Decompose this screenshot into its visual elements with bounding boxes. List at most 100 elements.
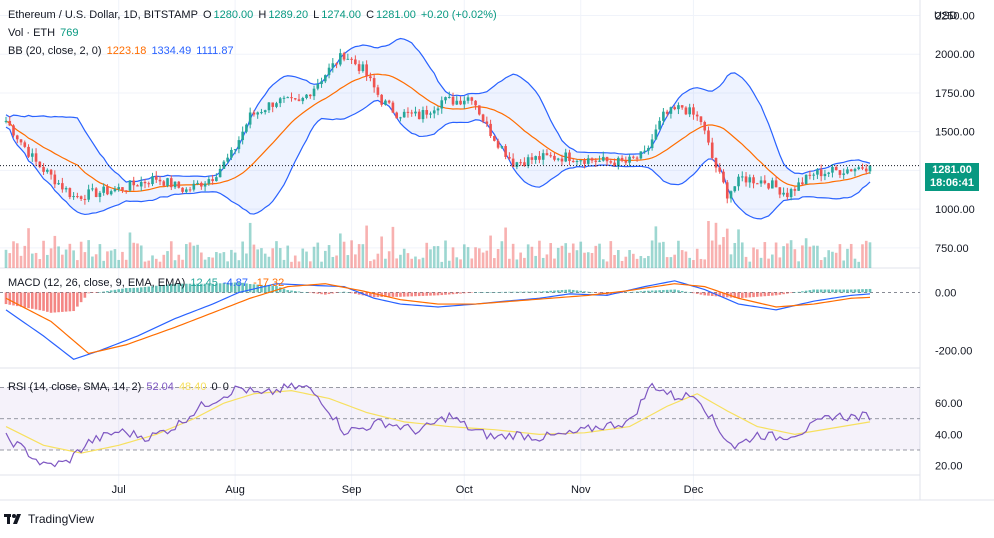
candle-body bbox=[470, 97, 474, 101]
volume-bar bbox=[395, 258, 398, 268]
volume-bar bbox=[823, 257, 827, 268]
macd-histogram-bar bbox=[68, 292, 72, 312]
candle-body bbox=[564, 152, 568, 162]
candle-body bbox=[215, 177, 218, 182]
candle-body bbox=[665, 111, 669, 114]
candle-body bbox=[755, 183, 759, 185]
volume-bar bbox=[677, 240, 680, 268]
candle-body bbox=[767, 183, 770, 189]
macd-histogram-bar bbox=[628, 292, 631, 293]
macd-histogram-bar bbox=[733, 292, 737, 298]
macd-histogram-bar bbox=[15, 292, 19, 307]
macd-histogram-bar bbox=[132, 287, 136, 293]
candle-body bbox=[519, 162, 522, 164]
macd-y-tick-label: 0.00 bbox=[935, 287, 956, 299]
candle-body bbox=[53, 174, 57, 185]
volume-bar bbox=[151, 255, 154, 268]
candle-body bbox=[245, 124, 248, 132]
candle-body bbox=[237, 140, 241, 150]
volume-bar bbox=[384, 258, 387, 268]
macd-histogram-bar bbox=[842, 289, 846, 293]
candle-body bbox=[789, 189, 793, 198]
macd-histogram-bar bbox=[8, 292, 12, 305]
macd-histogram-bar bbox=[598, 292, 601, 294]
candle-body bbox=[568, 152, 571, 161]
candle-body bbox=[733, 186, 737, 192]
candle-body bbox=[76, 196, 79, 198]
candle-body bbox=[541, 153, 545, 160]
volume-bar bbox=[185, 244, 188, 268]
candle-body bbox=[710, 142, 714, 158]
candle-body bbox=[342, 53, 346, 60]
macd-histogram-bar bbox=[737, 292, 740, 299]
macd-indicator bbox=[0, 280, 920, 360]
volume-bar bbox=[466, 247, 470, 268]
macd-histogram-bar bbox=[64, 292, 68, 312]
candle-body bbox=[601, 156, 605, 161]
macd-histogram-bar bbox=[541, 291, 545, 293]
volume-bar bbox=[72, 250, 75, 268]
macd-histogram-bar bbox=[594, 292, 598, 293]
macd-histogram-bar bbox=[590, 292, 594, 293]
candle-body bbox=[128, 180, 132, 191]
candle-body bbox=[286, 97, 290, 99]
macd-histogram-bar bbox=[414, 292, 417, 297]
tradingview-logo[interactable]: TradingView bbox=[4, 512, 94, 526]
macd-histogram-bar bbox=[173, 283, 177, 293]
volume-bar bbox=[113, 249, 117, 268]
macd-histogram-bar bbox=[30, 292, 34, 309]
volume-bar bbox=[571, 243, 575, 268]
macd-histogram-bar bbox=[109, 290, 113, 293]
candle-body bbox=[444, 97, 447, 101]
volume-bar bbox=[699, 258, 703, 268]
candle-body bbox=[827, 172, 830, 174]
macd-histogram-bar bbox=[372, 292, 376, 298]
macd-histogram-bar bbox=[147, 286, 151, 293]
volume-bar bbox=[320, 261, 323, 268]
candle-body bbox=[316, 84, 320, 89]
volume-bar bbox=[568, 252, 571, 268]
macd-histogram-bar bbox=[545, 291, 549, 293]
macd-histogram-bar bbox=[98, 292, 102, 293]
macd-histogram-bar bbox=[864, 289, 868, 293]
candle-body bbox=[725, 182, 729, 199]
volume-bar bbox=[534, 255, 537, 268]
candle-body bbox=[181, 187, 184, 192]
rsi-y-tick-label: 20.00 bbox=[935, 461, 963, 473]
macd-histogram-bar bbox=[748, 292, 752, 298]
volume-bars bbox=[4, 221, 872, 268]
macd-histogram-bar bbox=[662, 290, 665, 293]
macd-histogram-bar bbox=[474, 292, 477, 293]
rsi-legend: RSI (14, close, SMA, 14, 2) 52.04 48.40 … bbox=[8, 381, 231, 393]
candle-body bbox=[425, 110, 429, 115]
macd-histogram-bar bbox=[669, 289, 673, 293]
tradingview-icon bbox=[4, 514, 21, 524]
candle-body bbox=[575, 161, 579, 163]
candle-body bbox=[737, 176, 740, 187]
candle-body bbox=[594, 160, 598, 162]
rsi-extra-value-2: 0 bbox=[222, 381, 229, 393]
candle-body bbox=[729, 191, 733, 199]
macd-histogram-bar bbox=[233, 282, 237, 293]
volume-bar bbox=[816, 245, 819, 268]
bb-basis-line bbox=[5, 73, 871, 193]
candle-body bbox=[87, 189, 90, 200]
macd-histogram-bar bbox=[402, 292, 406, 297]
macd-histogram-bar bbox=[342, 291, 346, 293]
candle-body bbox=[395, 112, 398, 119]
low-value: 1274.00 bbox=[321, 9, 362, 21]
macd-histogram-bar bbox=[312, 292, 316, 294]
candle-body bbox=[556, 158, 560, 160]
volume-bar bbox=[15, 243, 19, 268]
candle-body bbox=[241, 131, 244, 141]
candle-body bbox=[27, 146, 30, 157]
macd-histogram-bar bbox=[106, 290, 109, 293]
volume-bar bbox=[158, 261, 162, 268]
candle-body bbox=[801, 182, 804, 185]
volume-bar bbox=[203, 259, 207, 268]
candle-body bbox=[763, 180, 767, 184]
volume-bar bbox=[290, 261, 293, 268]
bb-legend: BB (20, close, 2, 0) 1223.18 1334.49 111… bbox=[8, 45, 236, 57]
volume-bar bbox=[553, 258, 556, 268]
